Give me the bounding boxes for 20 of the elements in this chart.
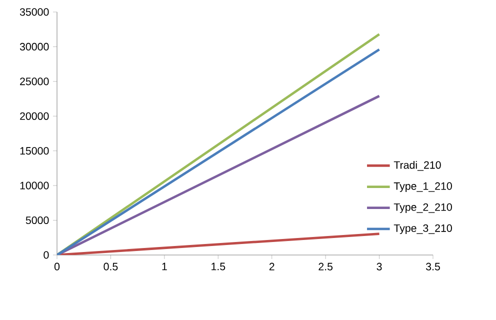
x-tick-label: 3 [376, 262, 382, 270]
y-tick-label: 30000 [20, 42, 49, 50]
x-tick-label: 1 [162, 262, 167, 270]
x-tick-label: 1.5 [212, 262, 226, 270]
y-tick-label: 25000 [20, 78, 49, 86]
x-tick-label: 0.5 [104, 262, 118, 270]
x-tick-label: 2.5 [318, 262, 333, 270]
legend-label: Type_2_210 [394, 203, 452, 213]
y-tick-label: 5000 [26, 216, 49, 224]
y-tick-label: 15000 [20, 147, 49, 155]
legend-label: Tradi_210 [394, 160, 441, 171]
legend-label: Type_3_210 [394, 224, 452, 234]
legend-label: Type_1_210 [394, 182, 452, 192]
y-tick-label: 0 [44, 251, 49, 259]
y-tick-label: 20000 [20, 112, 49, 120]
y-tick-label: 10000 [20, 182, 49, 190]
y-tick-label: 35000 [20, 8, 49, 16]
x-tick-label: 3.5 [426, 262, 440, 270]
x-tick-label: 0 [54, 262, 60, 270]
x-tick-label: 2 [269, 262, 274, 270]
